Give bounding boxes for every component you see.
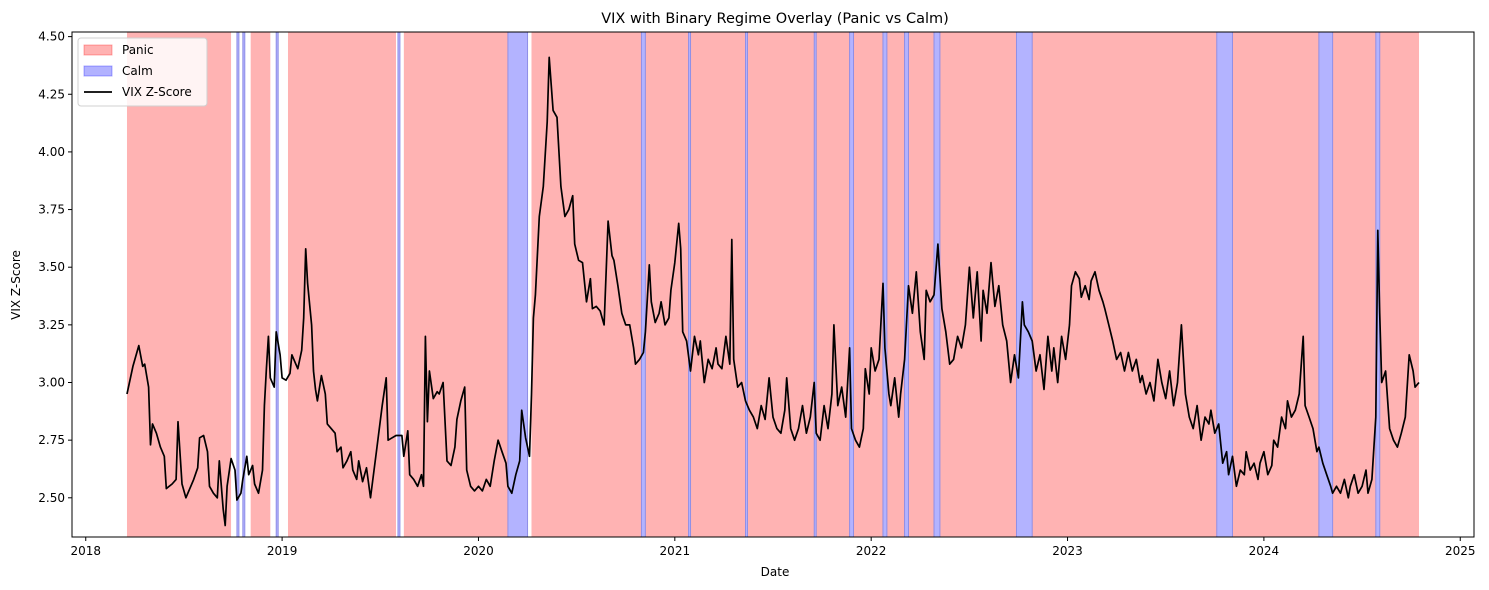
panic-band (886, 32, 905, 537)
y-tick-label: 2.75 (38, 433, 65, 447)
legend: Panic Calm VIX Z-Score (77, 37, 208, 107)
y-tick-label: 3.25 (38, 318, 65, 332)
legend-box (77, 37, 208, 107)
panic-band (250, 32, 271, 537)
x-axis-title: Date (761, 565, 790, 579)
calm-band (688, 31, 692, 538)
calm-band (275, 31, 279, 538)
y-tick-label: 4.00 (38, 145, 65, 159)
calm-band (904, 31, 909, 538)
calm-band (849, 31, 855, 538)
calm-band (813, 31, 817, 538)
x-tick-label: 2018 (70, 544, 101, 558)
series-line-vix-z-score (126, 56, 1420, 527)
y-tick-label: 4.25 (38, 87, 65, 101)
x-tick-label: 2019 (267, 544, 298, 558)
x-tick-label: 2022 (856, 544, 887, 558)
panic-band (690, 32, 815, 537)
y-tick-label: 3.50 (38, 260, 65, 274)
panic-band (816, 32, 850, 537)
y-tick-label: 3.75 (38, 203, 65, 217)
calm-band (397, 31, 401, 538)
panic-band (1332, 32, 1376, 537)
calm-band (507, 31, 529, 538)
calm-band (236, 31, 240, 538)
x-tick-label: 2020 (463, 544, 494, 558)
panic-band (126, 32, 232, 537)
legend-swatch-panic (83, 44, 113, 56)
panic-band (531, 32, 642, 537)
y-tick-label: 2.50 (38, 491, 65, 505)
x-axis: 2018 2019 2020 2021 2022 2023 2024 2025 (70, 537, 1476, 558)
calm-band (1216, 31, 1233, 538)
legend-label-vix-z-score: VIX Z-Score (122, 85, 192, 99)
x-tick-label: 2025 (1445, 544, 1476, 558)
calm-band (745, 31, 748, 538)
panic-band (908, 32, 935, 537)
legend-swatch-calm (83, 65, 113, 77)
calm-band (1015, 31, 1033, 538)
regime-bands (126, 31, 1420, 538)
axes-frame (71, 31, 1475, 538)
x-tick-label: 2024 (1249, 544, 1280, 558)
y-tick-label: 3.00 (38, 376, 65, 390)
y-axis: 2.50 2.75 3.00 3.25 3.50 3.75 4.00 4.25 4.50 (38, 30, 72, 505)
panic-band (1379, 32, 1420, 537)
panic-band (853, 32, 883, 537)
legend-label-panic: Panic (122, 43, 154, 57)
calm-band (640, 31, 646, 538)
calm-band (1318, 31, 1334, 538)
panic-band (1032, 32, 1217, 537)
calm-band (242, 31, 246, 538)
x-tick-label: 2021 (660, 544, 691, 558)
y-axis-title: VIX Z-Score (9, 250, 23, 320)
series-layer (126, 56, 1420, 527)
chart-title: VIX with Binary Regime Overlay (Panic vs… (601, 11, 949, 27)
y-tick-label: 4.50 (38, 30, 65, 44)
x-tick-label: 2023 (1052, 544, 1083, 558)
plot-area (126, 31, 1420, 538)
legend-label-calm: Calm (122, 64, 153, 78)
panic-band (403, 32, 508, 537)
